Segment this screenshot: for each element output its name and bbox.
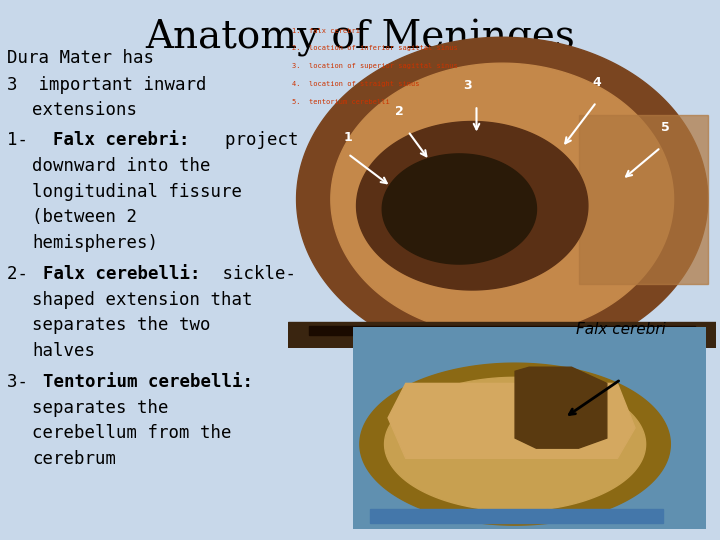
Text: 1-: 1- — [7, 131, 49, 149]
Text: Anatomy of Meninges: Anatomy of Meninges — [145, 19, 575, 57]
Polygon shape — [382, 154, 536, 264]
Text: Tentorium cerebelli:: Tentorium cerebelli: — [43, 373, 253, 390]
Polygon shape — [356, 122, 588, 290]
Text: 3-: 3- — [7, 373, 39, 390]
Text: hemispheres): hemispheres) — [32, 234, 158, 252]
Text: cerebrum: cerebrum — [32, 450, 117, 468]
Polygon shape — [288, 322, 716, 348]
Text: Dura Mater has: Dura Mater has — [7, 49, 154, 66]
Text: sickle-: sickle- — [212, 265, 297, 282]
Text: 3: 3 — [464, 79, 472, 92]
Text: separates the two: separates the two — [32, 316, 211, 334]
Text: 2-: 2- — [7, 265, 39, 282]
Text: downward into the: downward into the — [32, 157, 211, 174]
Text: 1.  falx cerebri: 1. falx cerebri — [292, 28, 360, 33]
Text: Falx cerebri:: Falx cerebri: — [53, 131, 189, 149]
Text: 2.  location of inferior sagittal sinus: 2. location of inferior sagittal sinus — [292, 45, 458, 51]
Text: cerebellum from the: cerebellum from the — [32, 424, 232, 442]
Text: (between 2: (between 2 — [32, 208, 138, 226]
Text: project: project — [204, 131, 298, 149]
Polygon shape — [384, 377, 646, 511]
Text: shaped extension that: shaped extension that — [32, 291, 253, 308]
Text: extensions: extensions — [32, 101, 138, 119]
Polygon shape — [331, 63, 674, 335]
Polygon shape — [580, 115, 708, 284]
Polygon shape — [297, 37, 708, 361]
Polygon shape — [371, 509, 663, 523]
Text: separates the: separates the — [32, 399, 169, 416]
Text: 5: 5 — [661, 122, 670, 134]
Text: 4: 4 — [592, 76, 600, 89]
Text: 4.  location of straight sinus: 4. location of straight sinus — [292, 81, 420, 87]
Text: longitudinal fissure: longitudinal fissure — [32, 183, 243, 200]
Text: halves: halves — [32, 342, 95, 360]
Polygon shape — [310, 326, 695, 335]
Text: 3  important inward: 3 important inward — [7, 76, 207, 93]
Text: 3.  location of superior sagittal sinus: 3. location of superior sagittal sinus — [292, 63, 458, 69]
Polygon shape — [360, 363, 670, 525]
Polygon shape — [388, 383, 635, 458]
Polygon shape — [353, 327, 706, 529]
Text: Falx cerebelli:: Falx cerebelli: — [43, 265, 201, 282]
Text: Falx cerebri: Falx cerebri — [576, 322, 666, 337]
Text: 5.  tentorium cerebelli: 5. tentorium cerebelli — [292, 99, 390, 105]
Text: 1: 1 — [343, 131, 352, 144]
Polygon shape — [515, 367, 607, 448]
Text: 2: 2 — [395, 105, 404, 118]
